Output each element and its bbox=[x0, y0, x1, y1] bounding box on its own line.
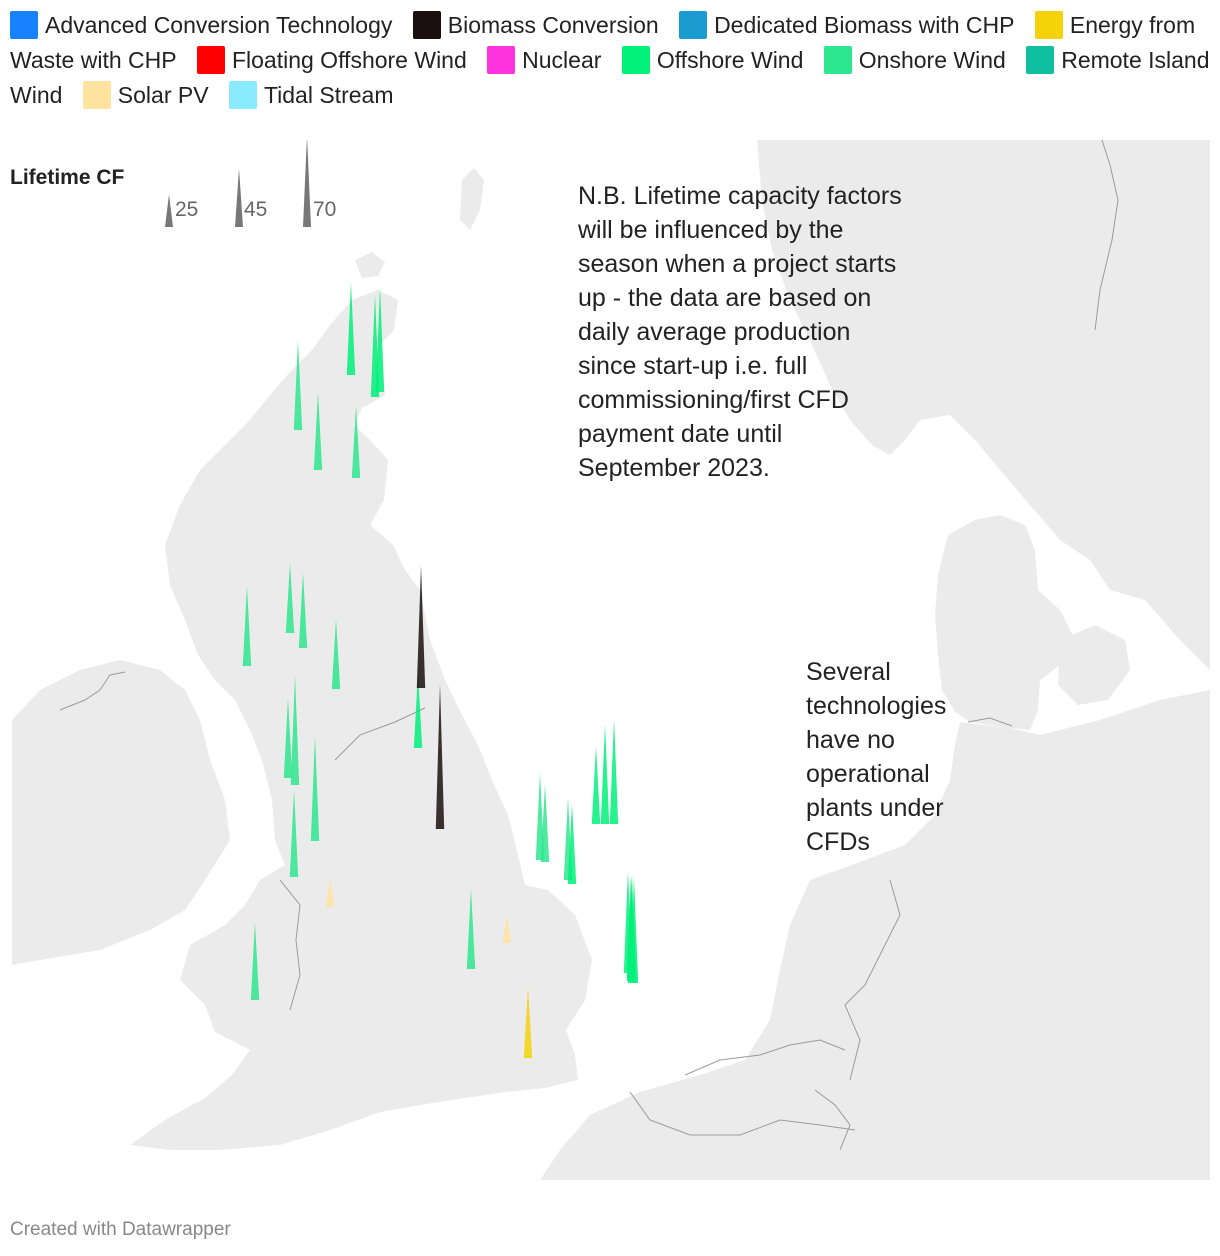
land-scandinavia bbox=[757, 140, 1210, 670]
border-belgium bbox=[684, 1039, 846, 1076]
border-scotland-england bbox=[334, 707, 426, 761]
legend-swatch bbox=[10, 11, 38, 39]
legend-item-onshore-wind: Onshore Wind bbox=[823, 46, 1006, 74]
size-legend-spike-25 bbox=[165, 194, 173, 227]
land-shetland bbox=[460, 168, 484, 230]
land-denmark bbox=[935, 515, 1075, 730]
legend-label: Biomass Conversion bbox=[447, 12, 659, 38]
size-legend-label-45: 45 bbox=[244, 198, 268, 221]
legend-swatch bbox=[196, 46, 225, 74]
size-legend-spike-45 bbox=[235, 168, 243, 227]
legend-item-floating-offshore-wind: Floating Offshore Wind bbox=[196, 46, 467, 74]
spike-layer bbox=[242, 282, 639, 1058]
annotation-no-operational-plants: Several technologies have no operational… bbox=[806, 658, 947, 856]
spike-onshore-wind[interactable] bbox=[242, 586, 252, 666]
spike-solar-pv[interactable] bbox=[502, 915, 512, 944]
border-netherlands-germany bbox=[844, 879, 901, 1081]
border-luxembourg bbox=[814, 1089, 851, 1151]
spike-onshore-wind[interactable] bbox=[466, 889, 476, 969]
size-legend-spikes bbox=[165, 140, 311, 227]
size-legend-title: Lifetime CF bbox=[10, 166, 125, 189]
size-legend: Lifetime CF 25 45 70 bbox=[10, 140, 370, 235]
spike-offshore-wind[interactable] bbox=[346, 282, 356, 376]
spike-onshore-wind[interactable] bbox=[298, 573, 308, 648]
border-denmark-germany bbox=[967, 717, 1013, 727]
legend-swatch bbox=[823, 46, 852, 74]
legend-item-biomass-conversion: Biomass Conversion bbox=[412, 11, 659, 39]
legend-swatch bbox=[1034, 11, 1063, 39]
spike-offshore-wind[interactable] bbox=[591, 746, 601, 825]
spike-onshore-wind[interactable] bbox=[351, 405, 361, 479]
border-france-belgium bbox=[629, 1091, 856, 1136]
legend-swatch bbox=[412, 11, 441, 39]
legend-swatch bbox=[228, 81, 257, 109]
spike-onshore-wind[interactable] bbox=[293, 340, 303, 430]
legend-label: Offshore Wind bbox=[656, 47, 804, 73]
legend-swatch bbox=[487, 46, 516, 74]
legend-item-tidal-stream: Tidal Stream bbox=[228, 81, 394, 109]
credit-link[interactable]: Created with Datawrapper bbox=[10, 1219, 231, 1240]
legend-label: Solar PV bbox=[117, 82, 209, 108]
legend-swatch bbox=[82, 81, 111, 109]
land-isle-of-man bbox=[322, 752, 338, 778]
spike-onshore-wind[interactable] bbox=[250, 922, 260, 1001]
land-orkney bbox=[355, 252, 385, 278]
spike-onshore-wind[interactable] bbox=[313, 392, 323, 471]
spike-onshore-wind[interactable] bbox=[290, 675, 300, 785]
legend-item-advanced-conversion: Advanced Conversion Technology bbox=[10, 11, 393, 39]
legend-label: Floating Offshore Wind bbox=[231, 47, 467, 73]
land-great-britain bbox=[130, 290, 592, 1150]
legend-swatch bbox=[621, 46, 650, 74]
border-norway-sweden bbox=[1094, 139, 1119, 331]
spike-onshore-wind[interactable] bbox=[289, 789, 299, 878]
legend-swatch bbox=[679, 11, 708, 39]
land-danish-islands bbox=[1058, 625, 1130, 705]
legend-item-solar-pv: Solar PV bbox=[82, 81, 209, 109]
spike-offshore-wind[interactable] bbox=[413, 673, 423, 748]
spike-offshore-wind[interactable] bbox=[375, 287, 385, 392]
legend-label: Nuclear bbox=[522, 47, 602, 73]
land-continent bbox=[540, 690, 1210, 1180]
legend-label: Dedicated Biomass with CHP bbox=[714, 12, 1015, 38]
legend-item-remote-island-wind: Remote Island Wind bbox=[10, 46, 1210, 108]
size-legend-label-25: 25 bbox=[175, 198, 199, 221]
spike-biomass-conversion[interactable] bbox=[435, 684, 445, 829]
legend-label: Advanced Conversion Technology bbox=[45, 12, 393, 38]
legend-item-dedicated-biomass-chp: Dedicated Biomass with CHP bbox=[679, 11, 1015, 39]
legend-label: Remote Island Wind bbox=[10, 47, 1210, 108]
map-land bbox=[12, 140, 1210, 1180]
legend-swatch bbox=[1026, 46, 1055, 74]
legend-item-energy-from-waste: Energy from Waste with CHP bbox=[10, 11, 1196, 73]
spike-offshore-wind[interactable] bbox=[567, 804, 577, 884]
spike-solar-pv[interactable] bbox=[325, 877, 335, 907]
legend-label: Tidal Stream bbox=[263, 82, 394, 108]
spike-onshore-wind[interactable] bbox=[283, 698, 293, 778]
spike-onshore-wind[interactable] bbox=[285, 563, 295, 633]
spike-onshore-wind[interactable] bbox=[540, 784, 550, 863]
spike-offshore-wind[interactable] bbox=[609, 719, 619, 824]
spike-offshore-wind[interactable] bbox=[600, 724, 610, 824]
size-legend-spike-70 bbox=[303, 140, 311, 227]
border-ireland-ni bbox=[59, 671, 126, 711]
legend-item-nuclear: Nuclear bbox=[487, 46, 602, 74]
spike-biomass-conversion[interactable] bbox=[416, 565, 426, 689]
map-borders bbox=[59, 139, 1119, 1151]
annotation-capacity-factor-note: N.B. Lifetime capacity factors will be i… bbox=[578, 182, 902, 482]
spike-offshore-wind[interactable] bbox=[626, 876, 636, 981]
spike-onshore-wind[interactable] bbox=[331, 619, 341, 689]
legend-label: Energy from Waste with CHP bbox=[10, 12, 1196, 73]
spike-onshore-wind[interactable] bbox=[310, 736, 320, 841]
legend-label: Onshore Wind bbox=[858, 47, 1006, 73]
border-wales-england bbox=[279, 879, 301, 1011]
color-legend: Advanced Conversion Technology Biomass C… bbox=[10, 8, 1210, 113]
map bbox=[12, 139, 1210, 1180]
spike-energy-from-waste-with-chp[interactable] bbox=[523, 988, 533, 1058]
size-legend-label-70: 70 bbox=[313, 198, 337, 221]
legend-item-offshore-wind: Offshore Wind bbox=[621, 46, 804, 74]
land-ireland bbox=[12, 660, 230, 965]
